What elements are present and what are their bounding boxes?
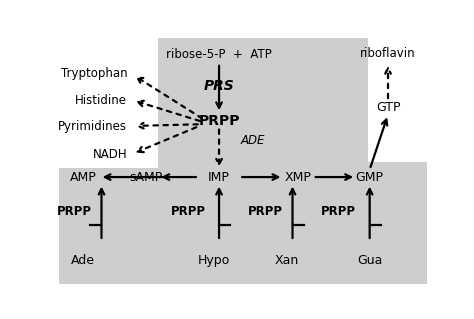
- Text: GMP: GMP: [356, 171, 383, 183]
- Text: AMP: AMP: [70, 171, 97, 183]
- Text: Pyrimidines: Pyrimidines: [58, 120, 127, 133]
- Text: sAMP: sAMP: [129, 171, 162, 183]
- Text: PRPP: PRPP: [321, 205, 356, 218]
- Text: Ade: Ade: [71, 254, 95, 267]
- Text: Xan: Xan: [275, 254, 299, 267]
- Text: Gua: Gua: [357, 254, 383, 267]
- Text: riboflavin: riboflavin: [360, 47, 416, 60]
- Text: PRPP: PRPP: [248, 205, 283, 218]
- Bar: [368, 38, 427, 162]
- Text: ADE: ADE: [241, 134, 265, 147]
- Text: PRPP: PRPP: [198, 114, 240, 128]
- Text: PRS: PRS: [204, 79, 235, 93]
- Text: NADH: NADH: [92, 148, 127, 161]
- Text: Histidine: Histidine: [75, 94, 127, 108]
- Bar: [158, 38, 427, 168]
- Bar: [59, 162, 427, 284]
- Text: ribose-5-P  +  ATP: ribose-5-P + ATP: [166, 48, 272, 61]
- Bar: [59, 38, 158, 168]
- Text: PRPP: PRPP: [171, 205, 206, 218]
- Text: GTP: GTP: [376, 100, 400, 114]
- Text: Hypo: Hypo: [197, 254, 230, 267]
- Text: Tryptophan: Tryptophan: [61, 67, 127, 80]
- Text: XMP: XMP: [284, 171, 311, 183]
- Text: IMP: IMP: [208, 171, 230, 183]
- Text: PRPP: PRPP: [57, 205, 92, 218]
